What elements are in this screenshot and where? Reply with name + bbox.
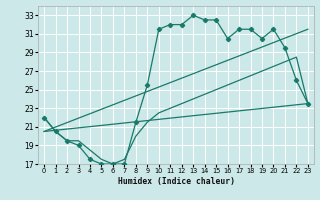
- X-axis label: Humidex (Indice chaleur): Humidex (Indice chaleur): [117, 177, 235, 186]
